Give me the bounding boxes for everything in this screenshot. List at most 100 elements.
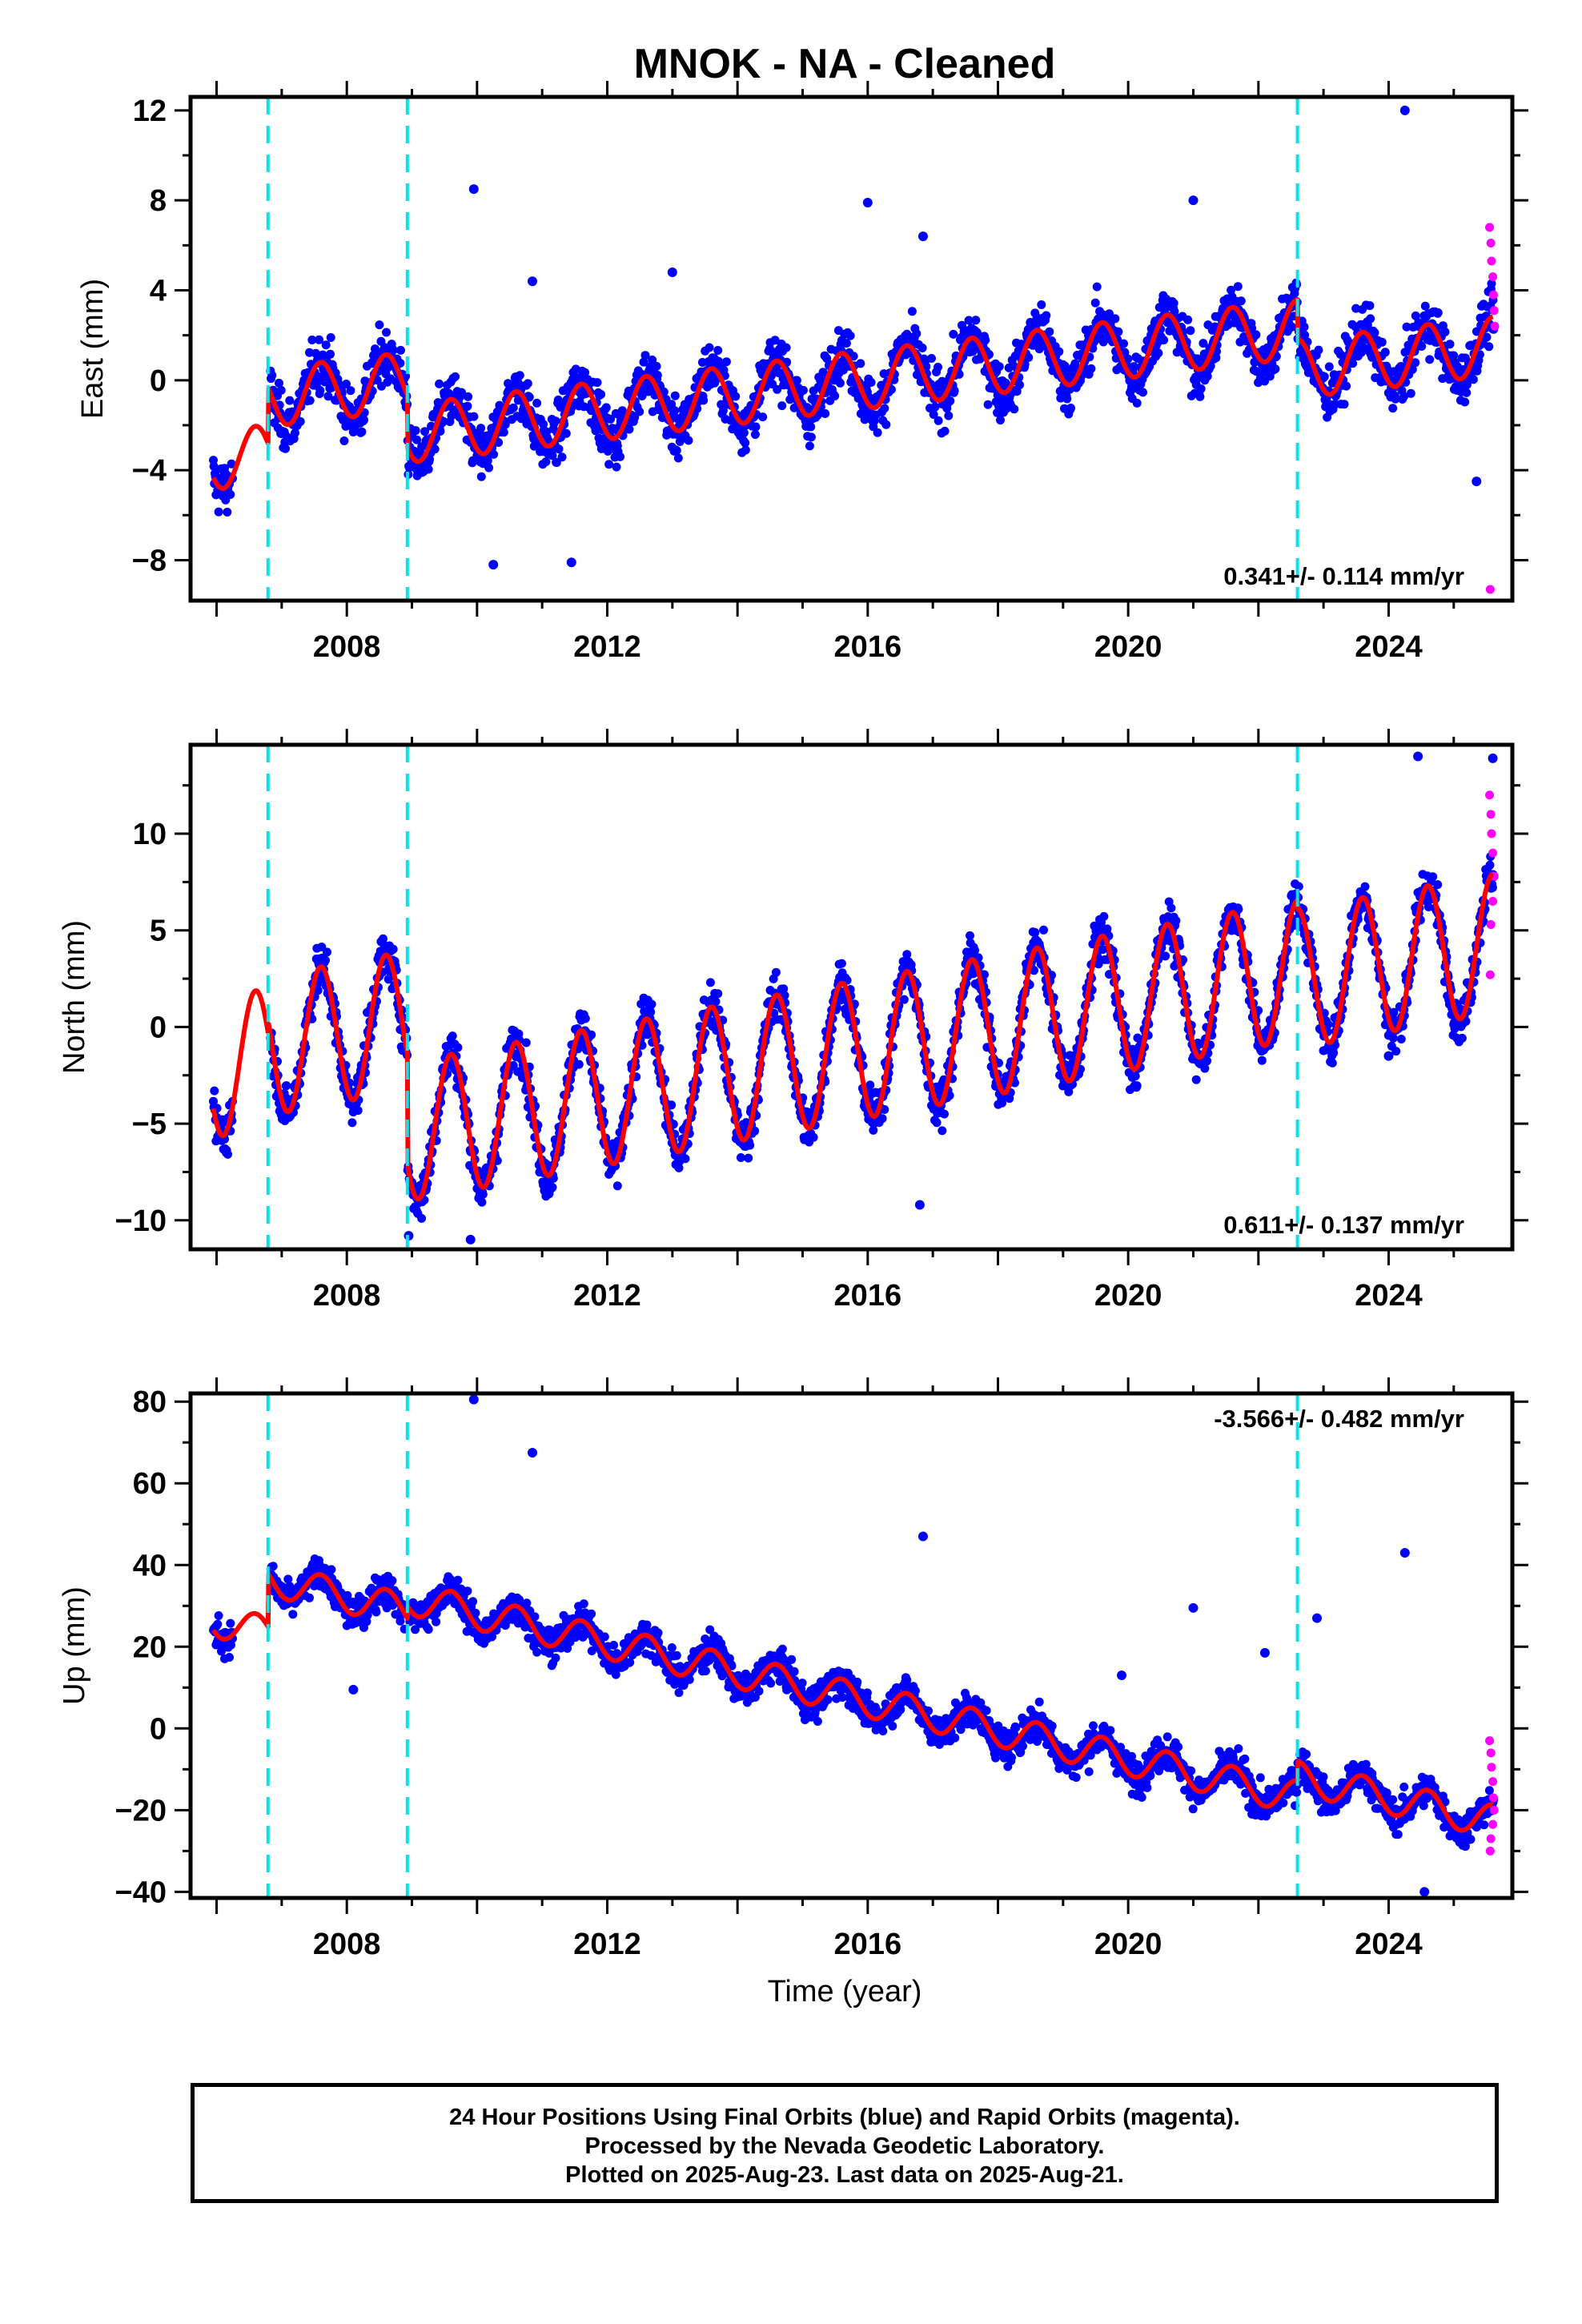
data-point bbox=[225, 1653, 234, 1662]
data-point bbox=[580, 1014, 590, 1023]
data-point bbox=[457, 388, 467, 397]
data-point bbox=[499, 428, 508, 437]
data-point bbox=[379, 934, 387, 943]
data-point bbox=[1329, 1048, 1339, 1058]
data-point bbox=[282, 1081, 291, 1091]
data-point bbox=[929, 410, 938, 419]
data-point bbox=[670, 391, 680, 400]
data-point bbox=[1010, 404, 1019, 414]
rapid-point bbox=[1490, 321, 1500, 331]
data-point bbox=[494, 438, 504, 447]
data-point bbox=[1154, 348, 1163, 358]
data-point bbox=[845, 331, 855, 340]
data-point bbox=[1186, 326, 1195, 336]
data-point bbox=[648, 356, 657, 364]
data-point bbox=[417, 1213, 427, 1223]
data-point bbox=[396, 345, 405, 355]
x-tick-label: 2024 bbox=[1355, 1279, 1423, 1313]
data-point bbox=[346, 386, 355, 396]
data-point bbox=[647, 999, 656, 1009]
data-point bbox=[1090, 298, 1100, 308]
data-point bbox=[412, 435, 422, 444]
data-point bbox=[523, 379, 532, 388]
data-point bbox=[1300, 330, 1310, 340]
data-point bbox=[489, 449, 499, 459]
data-point bbox=[1257, 1055, 1267, 1065]
data-point bbox=[841, 339, 851, 348]
data-point bbox=[1468, 375, 1478, 384]
data-point bbox=[736, 1153, 745, 1162]
data-point bbox=[927, 354, 936, 363]
data-point bbox=[305, 1593, 314, 1602]
data-point bbox=[439, 416, 448, 426]
data-point bbox=[865, 1080, 875, 1090]
data-point bbox=[777, 401, 787, 411]
outlier-point bbox=[468, 184, 479, 195]
data-point bbox=[1105, 309, 1114, 319]
data-point bbox=[949, 329, 958, 339]
data-point bbox=[1365, 301, 1375, 311]
rapid-point bbox=[1486, 810, 1496, 819]
data-point bbox=[672, 446, 681, 455]
data-point bbox=[1110, 314, 1120, 324]
data-point bbox=[966, 931, 974, 940]
data-point bbox=[295, 416, 305, 426]
data-point bbox=[866, 378, 876, 387]
y-tick-label: 10 bbox=[133, 818, 167, 851]
data-point bbox=[604, 460, 614, 469]
data-point bbox=[1342, 381, 1351, 391]
data-point bbox=[731, 392, 741, 401]
data-point bbox=[1433, 880, 1443, 890]
rapid-point bbox=[1487, 256, 1496, 266]
data-point bbox=[1123, 354, 1133, 364]
data-point bbox=[1484, 342, 1494, 352]
data-point bbox=[521, 1038, 531, 1047]
x-tick-label: 2016 bbox=[834, 630, 902, 664]
x-tick-label: 2008 bbox=[313, 630, 381, 664]
data-point bbox=[1407, 364, 1417, 374]
data-point bbox=[347, 1118, 357, 1128]
data-point bbox=[902, 950, 912, 959]
data-point bbox=[476, 424, 486, 433]
data-point bbox=[699, 396, 709, 405]
data-point bbox=[1339, 400, 1349, 409]
data-point bbox=[1159, 336, 1169, 345]
y-tick-label: −8 bbox=[132, 544, 167, 577]
data-point bbox=[745, 1140, 755, 1150]
data-point bbox=[934, 416, 943, 425]
data-point bbox=[809, 1132, 818, 1142]
outlier-point bbox=[1188, 195, 1199, 206]
data-point bbox=[424, 464, 433, 474]
x-tick-label: 2016 bbox=[834, 1279, 902, 1313]
data-point bbox=[869, 1125, 878, 1135]
data-point bbox=[1366, 314, 1375, 324]
rapid-point bbox=[1488, 848, 1498, 858]
data-point bbox=[1039, 925, 1048, 935]
data-point bbox=[1015, 380, 1024, 390]
outlier-point bbox=[914, 1200, 925, 1210]
data-point bbox=[877, 1114, 887, 1124]
data-point bbox=[705, 343, 714, 352]
data-point bbox=[1203, 1056, 1212, 1066]
data-point bbox=[515, 371, 524, 380]
x-tick-label: 2012 bbox=[573, 1279, 641, 1313]
data-point bbox=[213, 1619, 223, 1629]
model-line bbox=[211, 297, 1495, 491]
data-point bbox=[805, 441, 814, 451]
plot-frame bbox=[188, 94, 1515, 603]
data-point bbox=[1191, 1075, 1201, 1084]
data-point bbox=[822, 354, 832, 364]
data-point bbox=[315, 386, 325, 395]
data-point bbox=[1482, 332, 1492, 342]
y-tick-label: 0 bbox=[150, 364, 167, 398]
data-point bbox=[552, 458, 561, 468]
rapid-point bbox=[1488, 897, 1498, 907]
rate-label: 0.611+/- 0.137 mm/yr bbox=[1223, 1211, 1464, 1239]
data-point bbox=[1169, 299, 1178, 308]
outlier-point bbox=[1383, 1051, 1394, 1061]
data-point bbox=[291, 428, 299, 438]
data-point bbox=[1428, 872, 1438, 882]
plot-area bbox=[209, 97, 1500, 601]
data-point bbox=[1440, 328, 1450, 336]
